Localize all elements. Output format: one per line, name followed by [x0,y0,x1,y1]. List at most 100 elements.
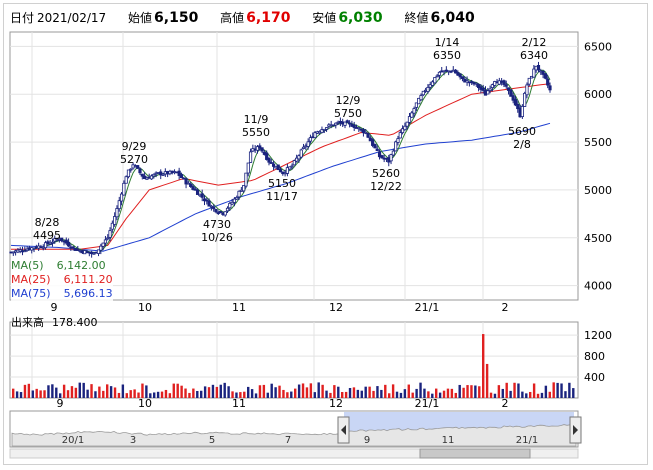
volume-bar [419,382,422,398]
candle-body [101,242,105,247]
date-label: 日付 [10,11,35,25]
volume-bar [12,388,15,398]
volume-bar [254,393,258,398]
low-value: 6,030 [338,10,383,26]
volume-bar [572,388,575,398]
price-month-label: 11 [232,301,246,314]
candle-body [179,174,184,179]
volume-bar [129,390,132,398]
volume-bar [141,383,144,398]
annotation-label: 4730 [203,218,231,231]
volume-bar [333,385,336,398]
navigator-month-label: 7 [285,435,291,446]
annotation-label: 6340 [520,49,548,62]
candle-body [352,124,356,128]
volume-bar [454,392,457,398]
legend-ma25: MA(25) 6,111.20 [11,273,113,286]
volume-bar [74,387,78,398]
candle-body [216,212,220,214]
navigator-left-handle[interactable] [337,416,350,444]
candle-body [46,241,50,245]
volume-bar [223,382,226,398]
volume-bar [470,385,473,398]
ma-legend: MA(5) 6,142.00 MA(25) 6,111.20 MA(75) 5,696… [11,259,113,301]
candle-body [513,98,518,106]
candle-body [308,137,313,142]
volume-bar [376,386,379,398]
volume-bar [211,384,215,398]
volume-bar [348,387,352,398]
annotation-label: 4495 [33,229,61,242]
volume-month-label: 12 [329,397,343,410]
candle-body [488,88,492,91]
volume-bar [305,387,309,398]
candle-body [122,182,126,196]
navigator-month-label: 5 [209,435,215,446]
candle-body [76,249,80,251]
navigator-right-handle[interactable] [569,416,582,444]
candle-body [219,211,223,213]
candle-body [435,75,439,78]
volume-bar [482,334,485,398]
candle-body [407,116,412,123]
ohlc-header: 日付 2021/02/17 始値 6,150 高値 6,170 安値 6,030 終値 6… [10,9,475,29]
candle-body [481,87,485,91]
price-grid [10,32,578,300]
candle-body [140,173,144,177]
scrollbar-track[interactable] [9,448,579,459]
volume-bar [485,363,489,398]
candle-body [50,241,55,244]
price-month-label: 12 [329,301,343,314]
volume-bar [497,385,501,398]
volume-bar [423,388,426,398]
volume-bar [384,384,387,398]
candle-body [129,168,133,171]
volume-bar [529,391,532,398]
scrollbar-thumb[interactable] [419,448,531,459]
candle-body [126,169,131,178]
candle-body [92,252,96,255]
candle-body [193,188,197,191]
volume-bar [411,392,414,398]
candle-body [343,121,347,126]
volume-bar [329,392,332,398]
candle-body [348,122,352,125]
volume-bar-group [12,334,575,398]
candle-body [295,157,299,162]
volume-bar [341,392,344,398]
high-label: 高値 [220,11,245,25]
volume-bar [274,387,277,398]
volume-bar [301,383,305,398]
volume-bar [19,392,23,398]
volume-month-label: 11 [232,397,246,410]
candle-body [458,73,462,78]
horizontal-scrollbar[interactable] [9,448,579,459]
candle-body [237,190,241,198]
candle-body [152,173,156,177]
annotation-label: 5550 [242,126,270,139]
volume-bar [501,388,504,398]
candle-body [301,146,306,149]
candle-body [200,193,204,198]
candle-body [366,132,370,138]
volume-month-label: 21/1 [415,397,440,410]
volume-bar [344,391,348,398]
candle-body [412,108,416,114]
candle-body [449,70,453,73]
annotation-label: 2/8 [513,138,531,151]
annotation-label: 10/26 [201,231,233,244]
volume-bar [172,383,175,398]
volume-bar [145,385,148,398]
candle-body [276,164,280,171]
volume-bar [478,386,481,398]
candle-body [357,127,361,130]
candle-body [493,81,497,86]
candle-body [373,144,377,149]
candle-body [115,208,119,218]
volume-bar [435,388,438,398]
low-label: 安値 [312,11,337,25]
volume-bar [262,384,266,398]
candle-body [465,80,469,83]
annotation-label: 12/9 [336,94,361,107]
